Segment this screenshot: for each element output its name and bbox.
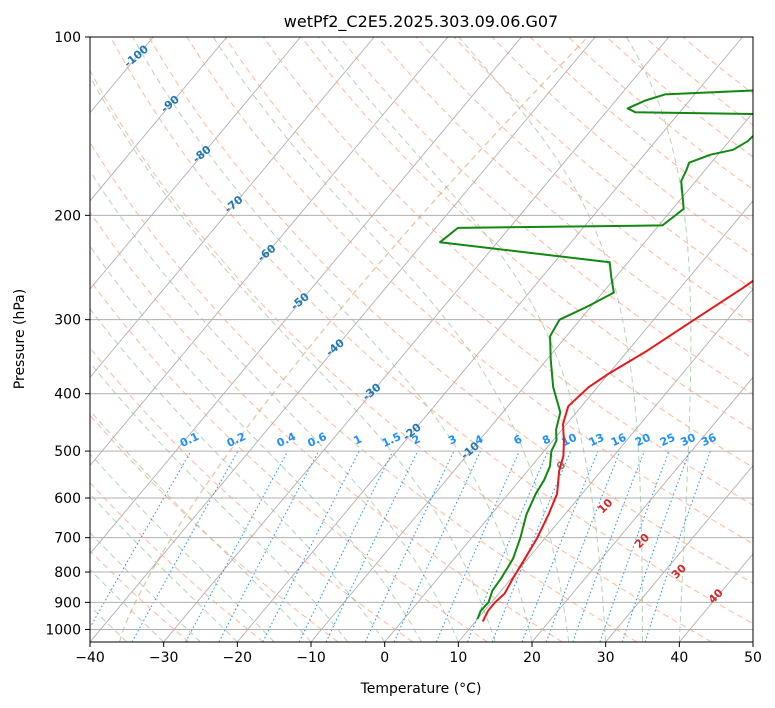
isotherm-line (457, 288, 753, 642)
y-tick-label: 200 (54, 208, 81, 224)
mixing-ratio-line (90, 450, 192, 629)
moist-adiabat-line (458, 37, 643, 642)
mixing-ratio-label: 25 (658, 431, 677, 449)
dry-adiabat-line (90, 279, 488, 642)
moist-adiabat-line (625, 37, 692, 642)
y-tick-label: 300 (54, 313, 81, 329)
isotherm-line (531, 376, 753, 642)
dry-adiabat-line (415, 37, 753, 325)
y-tick-label: 400 (54, 387, 81, 403)
mixing-ratio-line (298, 450, 394, 642)
lcl-curve (118, 37, 589, 642)
mixing-ratio-line (393, 450, 481, 642)
x-tick-label: 20 (523, 650, 541, 666)
chart-title: wetPf2_C2E5.2025.303.09.06.G07 (284, 12, 558, 32)
y-tick-label: 1000 (45, 622, 81, 638)
mixing-ratio-line (185, 450, 289, 642)
mixing-ratio-line (621, 450, 690, 642)
moist-adiabat-line (90, 493, 238, 642)
pressure-grid-lines (90, 37, 753, 630)
moist-adiabat-lines (90, 37, 692, 642)
x-tick-label: 40 (670, 650, 688, 666)
isotherm-line (90, 37, 301, 290)
mixing-ratio-label: 13 (587, 431, 606, 449)
mixing-ratio-label: 36 (699, 431, 719, 449)
y-tick-label: 700 (54, 531, 81, 547)
x-axis-label: Temperature (°C) (360, 681, 482, 697)
isotherm-line (90, 37, 375, 379)
dry-adiabat-line (301, 37, 753, 431)
temperature-profile-line (481, 279, 753, 623)
isotherm-lines (90, 37, 753, 642)
isotherm-line (90, 37, 228, 202)
mixing-ratio-line (325, 450, 419, 642)
moist-adiabat-line (90, 170, 459, 642)
y-tick-label: 600 (54, 491, 81, 507)
mixing-ratio-label: 20 (633, 431, 653, 449)
dry-adiabat-line (530, 37, 753, 223)
plot-area: -100-90-80-70-60-50-40-30-20-10 0.1 0.2 0.… (90, 37, 753, 642)
y-axis-label: Pressure (hPa) (12, 289, 28, 389)
x-tick-label: −30 (149, 650, 179, 666)
dry-adiabat-line (90, 141, 638, 642)
isotherm-line (90, 37, 522, 555)
x-tick-label: 50 (744, 650, 762, 666)
dry-adiabat-line (90, 211, 563, 642)
y-tick-label: 900 (54, 595, 81, 611)
mixing-ratio-line (364, 450, 455, 642)
dry-adiabat-line (606, 37, 753, 158)
x-tick-label: −20 (223, 650, 253, 666)
dry-adiabat-line (224, 37, 753, 506)
moist-adiabat-line (212, 37, 570, 642)
isotherm-line (163, 37, 670, 642)
dry-adiabat-line (262, 37, 753, 469)
moist-adiabat-line (318, 37, 607, 642)
isotherm-line (384, 200, 753, 642)
x-tick-label: 30 (597, 650, 615, 666)
x-tick-label: −40 (75, 650, 105, 666)
y-axis-ticks: 100 200 300 400 500 600 700 800 900 1000 (45, 30, 90, 638)
dry-adiabat-line (339, 37, 753, 395)
mixing-ratio-label: 30 (678, 431, 698, 449)
x-axis-ticks: −40 −30 −20 −10 0 10 20 30 40 50 (75, 642, 762, 666)
mixing-ratio-line (467, 450, 549, 642)
x-tick-label: 10 (449, 650, 467, 666)
dry-adiabat-line (90, 482, 264, 642)
moist-adiabat-line (132, 37, 533, 642)
isotherm-line (90, 37, 596, 642)
dry-adiabat-line (148, 37, 753, 584)
y-tick-label: 100 (54, 30, 81, 46)
isotherm-line (605, 464, 753, 642)
isotherm-line (90, 37, 449, 467)
dry-adiabat-lines (90, 37, 753, 642)
mixing-ratio-line (435, 450, 520, 642)
mixing-ratio-lines (90, 450, 711, 642)
x-tick-label: −10 (296, 650, 326, 666)
isotherm-line (236, 37, 743, 642)
y-tick-label: 500 (54, 444, 81, 460)
dewpoint-profile-line (439, 89, 753, 620)
moist-adiabat-line (90, 308, 386, 642)
dry-adiabat-line (90, 69, 712, 642)
dry-adiabat-line (110, 37, 753, 625)
mixing-ratio-label: 16 (609, 431, 629, 449)
x-tick-label: 0 (380, 650, 389, 666)
mixing-ratio-line (131, 450, 239, 642)
y-tick-label: 800 (54, 565, 81, 581)
mixing-ratio-line (599, 450, 670, 642)
profile-series (439, 89, 753, 623)
moist-adiabat-line (90, 75, 496, 642)
moist-adiabat-line (90, 245, 422, 642)
dry-adiabat-line (568, 37, 753, 190)
dry-adiabat-line (377, 37, 753, 360)
plot-frame (89, 36, 754, 643)
dry-adiabat-line (186, 37, 753, 545)
mixing-ratio-line (644, 450, 711, 642)
moist-adiabat-line (90, 361, 349, 642)
